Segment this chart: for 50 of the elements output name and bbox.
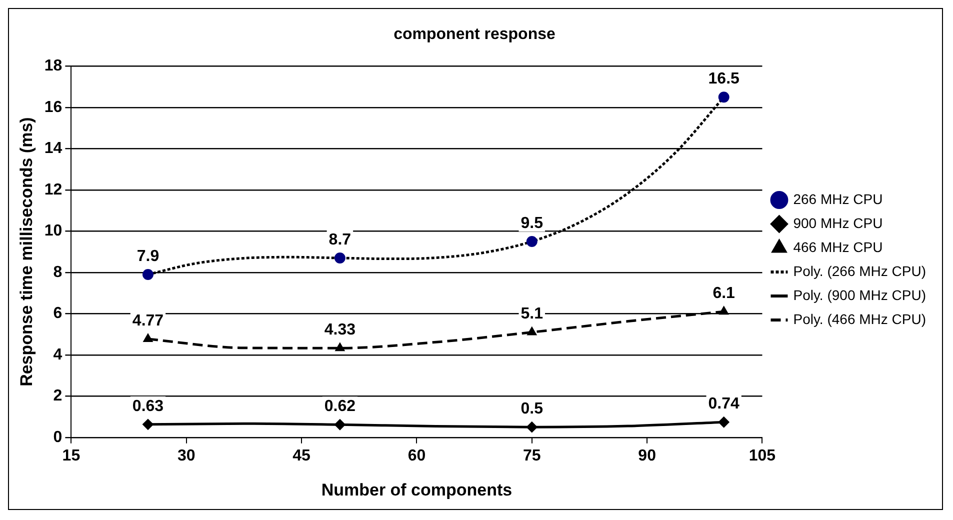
y-tick-label: 0 xyxy=(53,428,62,446)
point xyxy=(527,326,537,336)
y-tick-label: 12 xyxy=(44,181,62,198)
x-tick-label: 60 xyxy=(408,447,426,464)
y-tick-label: 18 xyxy=(44,58,62,75)
point xyxy=(334,419,346,430)
data-label: 0.63 xyxy=(132,398,164,415)
legend-label: Poly. (466 MHz CPU) xyxy=(793,310,926,327)
y-tick-label: 8 xyxy=(53,264,62,281)
y-tick-label: 14 xyxy=(44,140,62,158)
x-tick-label: 75 xyxy=(522,447,541,464)
y-tick-label: 6 xyxy=(53,305,62,322)
y-tick-label: 4 xyxy=(53,346,62,364)
legend-label: 266 MHz CPU xyxy=(793,190,883,207)
data-label: 0.62 xyxy=(324,398,356,416)
legend-label: Poly. (900 MHz CPU) xyxy=(793,286,926,303)
x-tick-label: 30 xyxy=(177,447,196,464)
point xyxy=(142,418,154,430)
data-label: 7.9 xyxy=(136,248,160,265)
data-label: 9.5 xyxy=(520,214,544,232)
point xyxy=(334,252,346,264)
point xyxy=(526,422,538,433)
point xyxy=(718,92,730,103)
data-label: 6.1 xyxy=(712,285,736,302)
data-label: 4.77 xyxy=(132,312,164,330)
data-label: 8.7 xyxy=(328,231,352,248)
legend-label: Poly. (266 MHz CPU) xyxy=(793,262,926,279)
y-tick-label: 2 xyxy=(53,388,62,405)
x-tick-label: 90 xyxy=(638,447,656,464)
data-label: 16.5 xyxy=(708,70,740,88)
point xyxy=(719,306,729,315)
point xyxy=(526,236,538,247)
point xyxy=(143,334,153,342)
chart-title: component response xyxy=(394,26,556,44)
y-tick-label: 10 xyxy=(44,222,62,240)
legend-label: 900 MHz CPU xyxy=(793,214,883,231)
point xyxy=(142,268,154,280)
point xyxy=(335,342,345,352)
x-tick-label: 45 xyxy=(292,447,311,464)
data-label: 0.5 xyxy=(520,400,544,418)
x-tick-label: 105 xyxy=(748,447,776,464)
legend-label: 466 MHz CPU xyxy=(793,238,883,255)
data-label: 5.1 xyxy=(520,306,544,323)
data-label: 4.33 xyxy=(324,322,356,339)
y-axis-title: Response time milliseconds (ms) xyxy=(16,117,36,386)
x-axis-title: Number of components xyxy=(321,480,512,500)
point xyxy=(718,416,730,428)
data-label: 0.74 xyxy=(708,396,740,413)
x-tick-label: 15 xyxy=(62,447,80,464)
y-tick-label: 16 xyxy=(44,98,62,116)
